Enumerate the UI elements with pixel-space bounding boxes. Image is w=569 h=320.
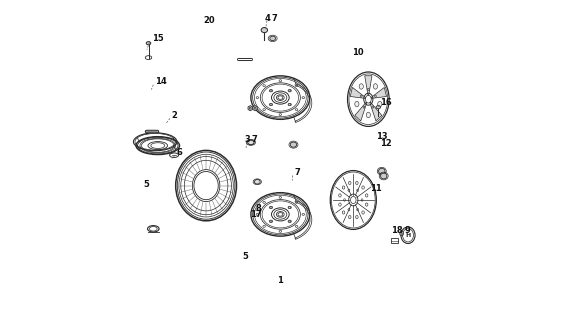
Ellipse shape bbox=[339, 203, 341, 206]
Bar bbox=[391, 238, 398, 243]
Ellipse shape bbox=[288, 220, 291, 222]
Text: 7: 7 bbox=[251, 135, 257, 144]
Text: 8: 8 bbox=[255, 204, 261, 213]
Ellipse shape bbox=[248, 140, 254, 145]
Ellipse shape bbox=[146, 42, 151, 45]
Text: 7: 7 bbox=[271, 14, 277, 23]
Text: 7: 7 bbox=[294, 168, 300, 177]
Ellipse shape bbox=[366, 112, 370, 118]
Ellipse shape bbox=[348, 181, 351, 185]
Text: 10: 10 bbox=[352, 48, 364, 57]
Ellipse shape bbox=[270, 104, 272, 105]
Ellipse shape bbox=[339, 194, 341, 197]
Text: 20: 20 bbox=[204, 16, 215, 25]
Polygon shape bbox=[365, 76, 372, 95]
Polygon shape bbox=[370, 102, 382, 121]
Text: 17: 17 bbox=[250, 210, 262, 219]
Ellipse shape bbox=[270, 207, 272, 208]
Ellipse shape bbox=[356, 181, 358, 185]
Ellipse shape bbox=[359, 84, 364, 89]
Text: 9: 9 bbox=[405, 226, 411, 235]
Text: 4: 4 bbox=[265, 14, 271, 23]
Text: 13: 13 bbox=[376, 132, 387, 141]
Ellipse shape bbox=[362, 211, 364, 214]
Polygon shape bbox=[350, 87, 365, 99]
Text: 5: 5 bbox=[143, 180, 149, 188]
Ellipse shape bbox=[373, 84, 377, 89]
Ellipse shape bbox=[343, 186, 345, 189]
Text: 3: 3 bbox=[245, 135, 250, 144]
Polygon shape bbox=[253, 106, 257, 111]
Text: 12: 12 bbox=[381, 139, 392, 148]
Ellipse shape bbox=[381, 173, 387, 179]
Ellipse shape bbox=[356, 215, 358, 219]
Text: 2: 2 bbox=[172, 111, 178, 120]
Ellipse shape bbox=[288, 207, 291, 208]
Ellipse shape bbox=[348, 215, 351, 219]
Ellipse shape bbox=[365, 203, 368, 206]
Polygon shape bbox=[371, 87, 386, 99]
Text: 1: 1 bbox=[278, 276, 283, 285]
Ellipse shape bbox=[261, 28, 267, 33]
Text: 11: 11 bbox=[370, 184, 382, 193]
Text: 16: 16 bbox=[381, 98, 392, 107]
Ellipse shape bbox=[376, 106, 381, 109]
Text: 15: 15 bbox=[152, 34, 164, 43]
Ellipse shape bbox=[288, 90, 291, 92]
Text: H: H bbox=[405, 233, 411, 238]
Text: 6: 6 bbox=[176, 148, 182, 156]
Ellipse shape bbox=[290, 142, 296, 147]
Ellipse shape bbox=[254, 180, 260, 184]
Ellipse shape bbox=[365, 194, 368, 197]
Polygon shape bbox=[355, 102, 367, 121]
Ellipse shape bbox=[378, 168, 385, 174]
Text: 14: 14 bbox=[155, 77, 167, 86]
Text: 5: 5 bbox=[242, 252, 248, 261]
Text: 18: 18 bbox=[391, 226, 403, 235]
Ellipse shape bbox=[270, 90, 272, 92]
Ellipse shape bbox=[362, 186, 364, 189]
Ellipse shape bbox=[343, 211, 345, 214]
Ellipse shape bbox=[270, 220, 272, 222]
Ellipse shape bbox=[378, 101, 382, 107]
Ellipse shape bbox=[288, 104, 291, 105]
Polygon shape bbox=[248, 106, 253, 111]
Ellipse shape bbox=[270, 36, 275, 41]
Ellipse shape bbox=[355, 101, 359, 107]
